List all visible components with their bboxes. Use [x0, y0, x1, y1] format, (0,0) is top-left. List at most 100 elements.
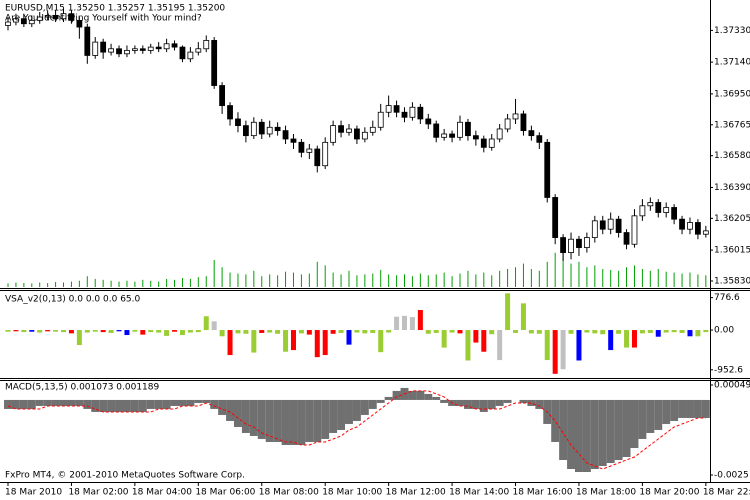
candle-body: [544, 141, 551, 198]
macd-bar: [91, 399, 100, 412]
candle-body: [361, 131, 368, 140]
candle-body: [155, 46, 162, 50]
candle-body: [536, 135, 543, 143]
macd-bar: [115, 399, 123, 412]
candle-body: [338, 125, 344, 133]
vsa-bar: [314, 330, 320, 358]
candle-body: [560, 237, 566, 253]
macd-bar: [646, 399, 655, 433]
candle-body: [385, 105, 392, 113]
macd-bar: [178, 399, 187, 406]
candle-body: [671, 207, 678, 220]
vsa-bar: [156, 330, 162, 333]
macd-bar: [226, 399, 235, 421]
macd-bar: [202, 399, 211, 403]
vsa-bar: [647, 330, 653, 333]
candle-body: [647, 202, 654, 207]
candle-body: [687, 222, 693, 230]
candle-body: [242, 125, 249, 137]
macd-bar: [83, 399, 92, 409]
vsa-bar: [441, 330, 447, 348]
candle-body: [219, 85, 226, 106]
macd-bar: [194, 399, 203, 403]
macd-bar: [598, 399, 607, 466]
candle-body: [195, 48, 202, 53]
vsa-bar: [29, 330, 35, 332]
macd-bar: [154, 399, 163, 409]
vsa-bar: [592, 330, 598, 334]
candle-body: [679, 218, 685, 230]
vsa-bar: [5, 330, 11, 332]
vsa-bar: [481, 330, 487, 352]
macd-bar: [424, 393, 433, 400]
y-tick-label: 1.36205: [714, 214, 750, 224]
macd-bar: [582, 399, 591, 472]
vsa-bar: [251, 330, 257, 353]
vsa-bar: [306, 330, 312, 335]
macd-bar: [519, 399, 528, 403]
vsa-bar: [195, 330, 201, 333]
price-title: EURUSD,M15 1.35250 1.35257 1.35195 1.352…: [5, 4, 225, 14]
macd-bar: [19, 399, 28, 409]
candle-body: [124, 50, 130, 55]
vsa-bar: [164, 330, 170, 336]
candle-body: [306, 148, 313, 153]
candle-body: [76, 19, 83, 28]
candle-body: [480, 138, 487, 148]
macd-bar: [376, 399, 385, 403]
candle-body: [576, 238, 582, 248]
vsa-bar: [679, 330, 685, 333]
vsa-bar: [449, 330, 455, 333]
macd-bar: [551, 399, 560, 442]
vsa-bar: [108, 330, 114, 333]
vsa-bar: [457, 330, 463, 334]
candle-body: [139, 48, 146, 51]
macd-bar: [305, 399, 314, 442]
macd-bar: [416, 390, 425, 400]
vsa-bar: [148, 330, 154, 333]
macd-bar: [281, 399, 290, 445]
candle-body: [409, 106, 416, 118]
macd-bar: [662, 399, 671, 424]
vsa-bar: [560, 330, 566, 370]
macd-bar: [368, 399, 377, 409]
vsa-bar: [53, 330, 59, 332]
vsa-bar: [663, 330, 669, 333]
vsa-bar: [528, 330, 534, 334]
candle-body: [314, 148, 321, 167]
macd-bar: [289, 399, 298, 445]
macd-bar: [99, 399, 108, 412]
y-tick-label: 776.6: [714, 293, 740, 303]
candle-body: [488, 138, 495, 148]
vsa-bar: [671, 330, 677, 333]
vsa-bar: [505, 293, 511, 331]
candle-body: [639, 205, 646, 217]
vsa-bar: [473, 330, 479, 343]
macd-bar: [234, 399, 242, 427]
candle-body: [441, 133, 448, 138]
macd-bar: [138, 399, 147, 412]
macd-bar: [67, 399, 76, 406]
y-tick-label: -952.6: [714, 365, 743, 375]
candle-body: [322, 141, 329, 167]
vsa-bar: [465, 330, 471, 361]
macd-bar: [487, 399, 496, 409]
macd-bar: [408, 390, 417, 400]
macd-bar: [471, 399, 480, 409]
vsa-bar: [703, 330, 709, 333]
macd-bar: [218, 399, 227, 415]
vsa-bar: [298, 330, 304, 334]
candle-body: [290, 138, 297, 143]
vsa-bar: [68, 330, 74, 334]
macd-bar: [630, 399, 639, 448]
vsa-bar: [402, 315, 407, 331]
vsa-bar: [92, 330, 98, 332]
macd-bar: [638, 399, 647, 439]
y-tick-label: 1.36015: [714, 246, 750, 256]
macd-bar: [392, 390, 401, 400]
vsa-bar: [552, 330, 558, 374]
candle-body: [512, 113, 519, 120]
x-tick-label: 18 Mar 14:00: [449, 488, 509, 498]
candle-body: [187, 51, 194, 60]
candle-body: [274, 126, 281, 132]
